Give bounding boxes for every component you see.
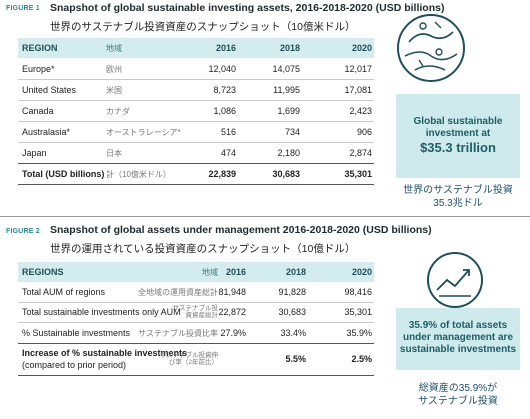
column-header: 2020 [351, 267, 372, 277]
row-rule [18, 184, 374, 185]
table-value: 1,086 [213, 105, 236, 116]
column-header: 2018 [279, 43, 300, 53]
row-label-ja: 計（10億米ドル） [106, 169, 171, 179]
table-value: 30,683 [272, 168, 300, 179]
row-label: Australasia* [22, 126, 71, 137]
table-value: 22,839 [208, 168, 236, 179]
row-label-ja: 日本 [106, 148, 122, 158]
row-label: % Sustainable investments [22, 327, 131, 338]
table-value: 33.4% [280, 327, 306, 338]
column-header: 2020 [351, 43, 372, 53]
row-rule [18, 79, 374, 80]
table-value: 14,075 [272, 63, 300, 74]
row-label-ja: サステナブル投資比率 [138, 328, 218, 338]
column-header: 2016 [215, 43, 236, 53]
callout-box: Global sustainable investment at $35.3 t… [396, 94, 520, 178]
column-header: 地域 [106, 44, 122, 53]
table-value: 30,683 [278, 307, 306, 317]
column-header: 2018 [285, 267, 306, 277]
row-rule [18, 142, 374, 143]
header-row [18, 38, 374, 58]
row-label-ja: カナダ [106, 106, 130, 116]
header-row [18, 262, 374, 282]
row-rule [18, 121, 374, 122]
row-label: Canada [22, 105, 54, 116]
row-label-ja: 米国 [106, 85, 122, 95]
column-header: REGIONS [22, 267, 64, 277]
caption: 総資産の35.9%が サステナブル投資 [390, 382, 526, 408]
row-label: Japan [22, 147, 47, 158]
caption-line: 世界のサステナブル投資 [403, 185, 513, 196]
table-value: 22,872 [218, 307, 246, 317]
icon [397, 14, 465, 82]
caption-line: サステナブル投資 [418, 396, 498, 407]
row-label-ja: 全地域の運用資産総計 [138, 288, 218, 297]
figure-label: FIGURE 1 [6, 5, 40, 12]
row-label: Total AUM of regions [22, 287, 106, 297]
caption-line: 総資産の35.9%が [418, 383, 498, 394]
row-rule [18, 375, 374, 376]
divider [0, 216, 530, 217]
icon [427, 252, 483, 308]
row-rule [18, 100, 374, 101]
row-label: United States [22, 84, 77, 95]
caption-line: 35.3兆ドル [433, 198, 483, 209]
figure-label: FIGURE 2 [6, 228, 40, 235]
row-label: Europe* [22, 63, 55, 74]
table-value: 2,874 [349, 147, 372, 158]
table-value: 12,017 [344, 63, 372, 74]
row-label-ja: オーストラレーシア* [106, 127, 181, 137]
callout-text: Global sustainable [413, 116, 503, 127]
column-header: 地域 [202, 268, 218, 277]
callout-text: 35.9% of total assets [408, 320, 508, 331]
callout-text: sustainable investments [399, 344, 517, 355]
column-header: 2016 [225, 267, 246, 277]
row-rule [18, 163, 374, 164]
table-value: 91,828 [278, 287, 306, 297]
row-sublabel: (compared to prior period) [22, 360, 127, 370]
row-rule [18, 343, 374, 344]
table-value: 35,301 [344, 307, 372, 317]
row-label: Total sustainable investments only AUM [22, 307, 181, 317]
table-value: 1,699 [277, 105, 300, 116]
table-value: 5.5% [285, 354, 306, 364]
callout-text: investment at [425, 128, 491, 139]
figure-title: Snapshot of global assets under manageme… [50, 224, 432, 236]
table-value: 11,995 [273, 84, 300, 95]
column-header: REGION [22, 43, 58, 53]
table-value: 2,180 [277, 147, 300, 158]
row-label-ja: サステナブル投資伸び率（2年前比） [159, 352, 218, 366]
callout-box: 35.9% of total assets under management a… [396, 308, 520, 370]
table-value: 734 [284, 126, 300, 137]
caption: 世界のサステナブル投資 35.3兆ドル [390, 184, 526, 210]
table-value: 35,301 [344, 168, 372, 179]
table-value: 98,416 [344, 287, 372, 297]
row-rule [18, 302, 374, 303]
table-value: 27.9% [220, 327, 246, 338]
row-label-ja: 欧州 [106, 64, 122, 74]
table-value: 81,948 [218, 287, 246, 297]
table-value: 35.9% [346, 327, 372, 338]
row-label: Total (USD billions) [22, 168, 105, 179]
table-value: 17,081 [344, 84, 372, 95]
table-value: 906 [356, 126, 372, 137]
table-value: 474 [220, 147, 236, 158]
callout-text: under management are [402, 332, 514, 343]
table-value: 516 [220, 126, 236, 137]
table-value: 12,040 [208, 63, 236, 74]
table-value: 2,423 [349, 105, 372, 116]
figure-title: Snapshot of global sustainable investing… [50, 2, 445, 14]
figure-subtitle: 世界のサステナブル投資資産のスナップショット（10億米ドル） [50, 21, 356, 33]
table-value: 8,723 [213, 84, 236, 95]
callout-figure: $35.3 trillion [420, 140, 496, 155]
table-value: 2.5% [351, 354, 372, 364]
figure-subtitle: 世界の運用されている投資資産のスナップショット（10億ドル） [50, 243, 356, 255]
row-rule [18, 322, 374, 323]
row-label-ja: サステナブル投資資産総計 [172, 305, 218, 319]
row-label: Increase of % sustainable investments [22, 348, 188, 358]
